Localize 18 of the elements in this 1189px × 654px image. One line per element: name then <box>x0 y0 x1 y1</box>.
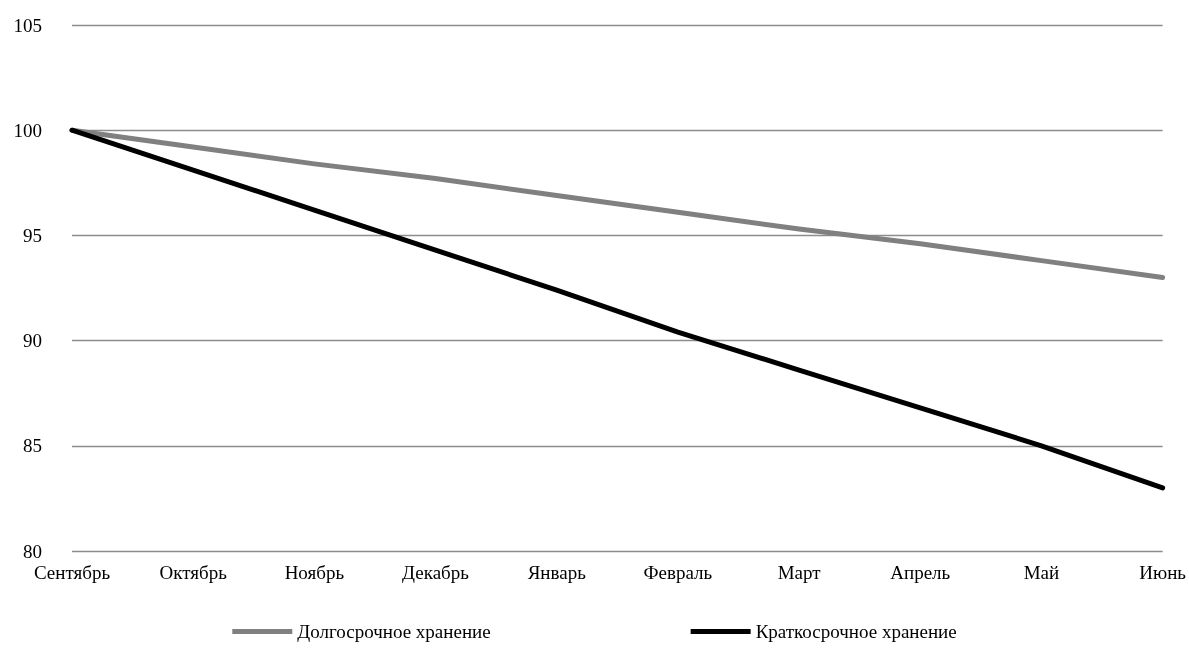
y-tick-label: 80 <box>23 540 42 562</box>
x-tick-label: Июнь <box>1139 562 1187 583</box>
x-tick-label: Сентябрь <box>33 562 111 583</box>
legend-label: Долгосрочное хранение <box>297 621 491 642</box>
x-tick-label: Март <box>777 562 822 583</box>
x-tick-label: Апрель <box>890 562 951 583</box>
x-tick-label: Декабрь <box>402 562 470 583</box>
y-tick-label: 100 <box>13 119 42 141</box>
x-tick-label: Январь <box>527 562 587 583</box>
x-tick-label: Февраль <box>643 562 713 583</box>
x-tick-label: Май <box>1023 562 1060 583</box>
x-tick-label: Октябрь <box>159 562 228 583</box>
x-tick-label: Ноябрь <box>284 562 345 583</box>
y-tick-label: 95 <box>23 224 42 246</box>
y-tick-label: 105 <box>13 14 42 36</box>
y-tick-label: 85 <box>23 435 42 457</box>
y-tick-label: 90 <box>23 330 42 352</box>
legend-label: Краткосрочное хранение <box>755 621 957 642</box>
